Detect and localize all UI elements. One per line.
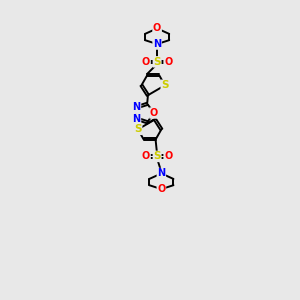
Text: N: N (153, 39, 161, 49)
Text: S: S (134, 124, 142, 134)
Text: O: O (142, 57, 150, 67)
Text: O: O (164, 57, 172, 67)
Text: N: N (157, 169, 165, 178)
Text: O: O (153, 23, 161, 33)
Text: S: S (161, 80, 169, 90)
Text: S: S (153, 152, 161, 161)
Text: O: O (164, 152, 172, 161)
Text: O: O (142, 152, 150, 161)
Text: O: O (157, 184, 166, 194)
Text: N: N (132, 102, 141, 112)
Text: S: S (153, 57, 161, 67)
Text: O: O (150, 108, 158, 118)
Text: N: N (132, 114, 141, 124)
